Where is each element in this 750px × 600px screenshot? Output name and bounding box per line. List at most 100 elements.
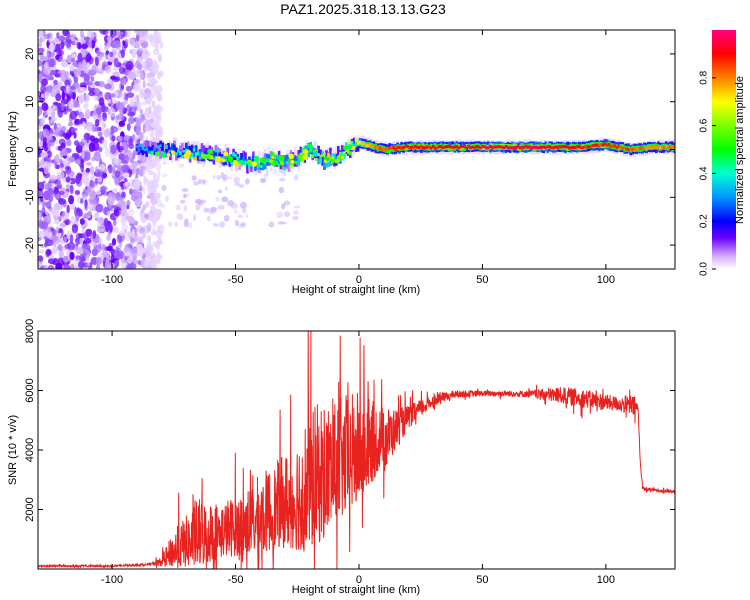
- trace-cell: [242, 156, 245, 163]
- trace-cell: [647, 146, 650, 149]
- noise-blob: [40, 221, 48, 230]
- trace-cell: [212, 150, 216, 159]
- noise-blob: [71, 127, 78, 132]
- noise-blob: [47, 187, 54, 196]
- trace-cell: [564, 145, 567, 149]
- y-tick-label: 2000: [24, 497, 36, 521]
- trace-cell: [153, 147, 156, 155]
- trace-cell: [591, 144, 595, 147]
- trace-cell: [352, 143, 356, 149]
- noise-blob: [178, 163, 185, 169]
- noise-blob: [151, 100, 156, 109]
- trace-cell: [222, 150, 226, 162]
- noise-blob: [56, 32, 60, 39]
- noise-blob: [203, 207, 210, 213]
- trace-cell: [260, 164, 263, 168]
- trace-cell: [305, 145, 308, 153]
- trace-cell: [372, 144, 376, 148]
- trace-cell: [475, 145, 478, 148]
- noise-blob: [78, 94, 85, 104]
- trace-cell: [319, 149, 322, 159]
- trace-cell: [378, 146, 382, 150]
- trace-cell: [457, 146, 461, 150]
- noise-blob: [137, 103, 142, 112]
- noise-blob: [92, 230, 97, 239]
- trace-cell: [619, 145, 623, 149]
- noise-blob: [279, 177, 286, 182]
- noise-blob: [153, 193, 161, 200]
- noise-blob: [183, 205, 188, 212]
- noise-blob: [69, 110, 78, 120]
- trace-cell: [532, 145, 536, 149]
- trace-cell: [522, 145, 526, 149]
- noise-blob: [142, 167, 146, 178]
- trace-cell: [629, 147, 632, 151]
- noise-blob: [55, 54, 60, 60]
- noise-blob: [212, 174, 216, 180]
- noise-blob: [94, 56, 99, 67]
- noise-blob: [38, 230, 46, 238]
- noise-blob: [184, 218, 189, 223]
- noise-blob: [94, 234, 100, 244]
- noise-blob: [222, 177, 227, 183]
- noise-blob: [58, 198, 66, 205]
- noise-blob: [151, 67, 159, 74]
- noise-blob: [146, 235, 152, 241]
- noise-blob: [114, 259, 120, 268]
- noise-blob: [85, 167, 91, 173]
- noise-blob: [54, 127, 62, 137]
- noise-blob: [94, 177, 99, 185]
- noise-blob: [86, 81, 93, 86]
- noise-blob: [156, 242, 161, 251]
- trace-cell: [443, 145, 447, 149]
- noise-blob: [124, 251, 131, 257]
- trace-spot: [276, 154, 283, 161]
- trace-cell: [181, 143, 184, 156]
- noise-blob: [97, 131, 103, 137]
- noise-blob: [128, 116, 135, 124]
- trace-cell: [263, 153, 267, 167]
- noise-blob: [210, 206, 218, 212]
- trace-cell: [362, 142, 366, 146]
- trace-cell: [504, 145, 508, 148]
- noise-blob: [268, 220, 275, 228]
- y-tick-label: 0: [24, 146, 36, 152]
- noise-blob: [57, 80, 64, 85]
- colorbar-tick-label: 0.0: [699, 262, 710, 276]
- noise-blob: [62, 132, 69, 139]
- noise-blob: [126, 257, 133, 264]
- trace-cell: [323, 152, 326, 156]
- trace-cell: [173, 144, 176, 152]
- noise-blob: [121, 49, 125, 58]
- noise-blob: [123, 172, 130, 179]
- noise-blob: [150, 257, 157, 267]
- trace-cell: [485, 146, 488, 150]
- noise-blob: [58, 190, 65, 196]
- noise-blob: [71, 223, 79, 234]
- noise-blob: [38, 249, 45, 254]
- trace-cell: [348, 142, 352, 146]
- trace-spot: [201, 153, 207, 159]
- trace-cell: [502, 146, 506, 150]
- trace-cell: [623, 146, 626, 150]
- noise-blob: [78, 260, 85, 269]
- noise-blob: [144, 118, 150, 128]
- trace-cell: [536, 146, 540, 150]
- trace-cell: [254, 163, 257, 171]
- noise-blob: [159, 70, 164, 77]
- noise-blob: [113, 250, 121, 259]
- trace-cell: [240, 160, 243, 164]
- noise-blob: [59, 162, 65, 168]
- noise-blob: [193, 214, 197, 222]
- noise-blob: [228, 176, 233, 180]
- trace-cell: [341, 145, 344, 155]
- trace-cell: [570, 146, 573, 150]
- trace-cell: [471, 145, 474, 149]
- trace-cell: [572, 145, 575, 149]
- noise-blob: [116, 196, 124, 202]
- trace-cell: [177, 152, 180, 158]
- noise-blob: [153, 106, 159, 115]
- noise-blob: [48, 195, 54, 203]
- noise-blob: [293, 205, 301, 209]
- noise-blob: [80, 43, 88, 50]
